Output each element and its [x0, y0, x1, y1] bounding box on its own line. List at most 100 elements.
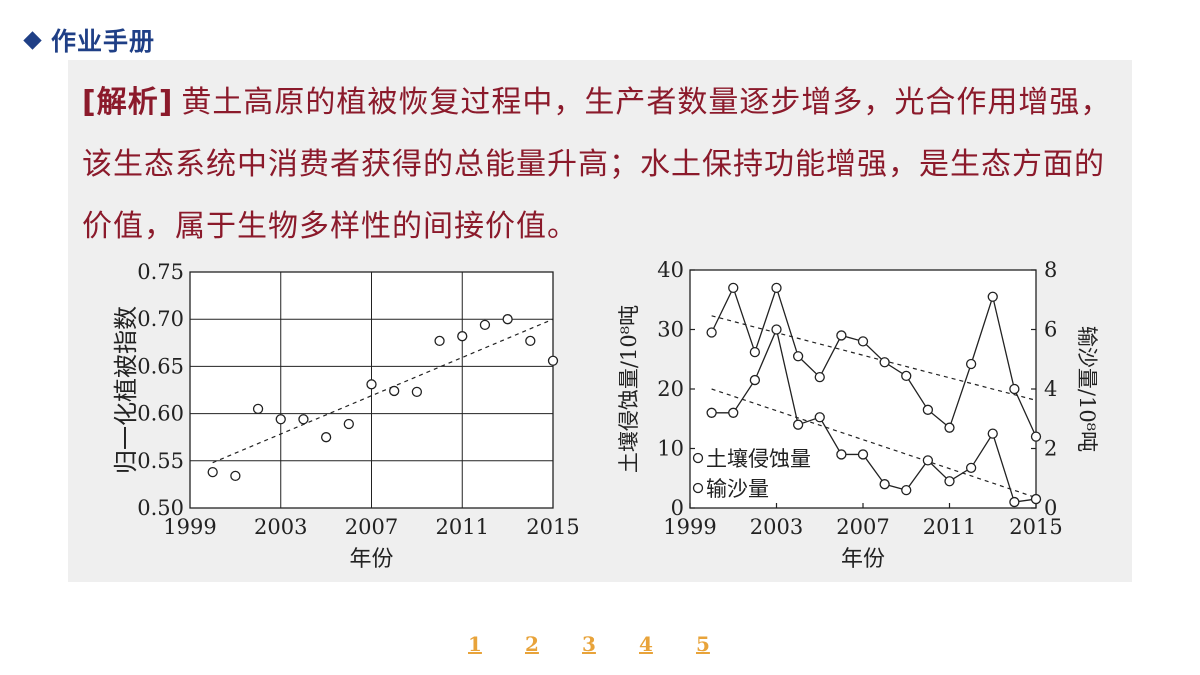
- data-point: [749, 346, 761, 358]
- legend-marker: [692, 452, 704, 464]
- y2-tick-label: 6: [1044, 318, 1057, 342]
- y2-tick-label: 8: [1044, 258, 1057, 282]
- y2-tick-label: 4: [1044, 377, 1057, 401]
- y2-tick-label: 2: [1044, 437, 1057, 461]
- diamond-bullet-icon: [23, 30, 42, 50]
- data-point: [792, 351, 804, 362]
- analysis-paragraph: [解析] 黄土高原的植被恢复过程中，生产者数量逐步增多，光合作用增强，该生态系统中…: [82, 72, 1122, 258]
- y-tick-label: 0.55: [137, 449, 184, 473]
- x-tick-label: 2015: [1009, 515, 1062, 539]
- data-point: [965, 358, 977, 370]
- x-tick-label: 2003: [254, 515, 307, 539]
- y-tick-label: 0.75: [137, 260, 184, 284]
- y-tick-label: 0.50: [137, 496, 184, 520]
- data-point: [298, 414, 309, 425]
- y-tick-label: 30: [657, 318, 684, 342]
- data-point: [987, 291, 998, 302]
- y-tick-label: 10: [657, 437, 684, 461]
- section-header: 作业手册: [22, 22, 155, 58]
- x-axis-label: 年份: [349, 547, 393, 572]
- data-point: [389, 385, 400, 397]
- x-tick-label: 1999: [163, 515, 216, 539]
- y-axis-label: 土壤侵蚀量/10⁸吨: [617, 305, 641, 473]
- analysis-tag: [解析]: [82, 85, 174, 120]
- y-tick-label: 0.60: [137, 402, 184, 426]
- data-point: [525, 335, 536, 347]
- x-tick-label: 2015: [526, 515, 578, 539]
- data-point: [1009, 496, 1020, 508]
- x-tick-label: 2007: [836, 515, 889, 539]
- data-point: [1030, 493, 1042, 505]
- x-axis-label: 年份: [841, 547, 885, 572]
- x-tick-label: 2007: [345, 515, 398, 539]
- data-point: [987, 428, 998, 439]
- vegetation-index-chart: 0.50 0.55 0.60 0.65 0.70 0.75 1999 2003 2007 2011…: [112, 260, 578, 572]
- data-point: [411, 386, 423, 398]
- data-point: [814, 371, 825, 383]
- page-link-4[interactable]: 4: [639, 632, 653, 656]
- analysis-text: 黄土高原的植被恢复过程中，生产者数量逐步增多，光合作用增强，该生态系统中消费者获…: [82, 85, 1112, 244]
- data-point: [857, 336, 869, 347]
- trendline: [711, 388, 1037, 499]
- data-point: [320, 432, 332, 443]
- data-point: [343, 418, 354, 430]
- x-tick-label: 2011: [436, 515, 489, 539]
- y-tick-label: 20: [657, 377, 684, 401]
- data-point: [547, 355, 559, 366]
- x-tick-label: 2003: [750, 515, 803, 539]
- plot-area: [689, 269, 1037, 509]
- data-point: [207, 466, 218, 478]
- y-tick-label: 0.70: [137, 307, 184, 331]
- pagination: 1 2 3 4 5: [0, 632, 1200, 662]
- data-point: [457, 331, 468, 342]
- data-point: [1030, 431, 1042, 442]
- data-point: [922, 404, 934, 415]
- data-point: [434, 335, 445, 347]
- data-point: [901, 484, 912, 496]
- data-point: [706, 407, 717, 418]
- data-point: [728, 282, 739, 294]
- data-point: [922, 455, 934, 466]
- trendline: [212, 318, 554, 464]
- data-point: [965, 462, 977, 473]
- section-title: 作业手册: [51, 27, 156, 56]
- page-link-2[interactable]: 2: [525, 632, 539, 656]
- data-point: [749, 374, 761, 386]
- page-link-3[interactable]: 3: [582, 632, 596, 656]
- data-point: [879, 357, 890, 368]
- x-tick-label: 2011: [923, 515, 976, 539]
- legend-label: 输沙量: [706, 477, 769, 501]
- data-point: [792, 419, 804, 430]
- y-tick-label: 0: [671, 496, 684, 520]
- series-line: [711, 285, 1037, 437]
- data-point: [230, 470, 241, 482]
- y-axis-label: 归一化植被指数: [112, 306, 140, 474]
- data-point: [879, 479, 890, 490]
- y2-axis-label: 输沙量/10⁸吨: [1075, 326, 1099, 452]
- series-line: [711, 327, 1037, 503]
- data-point: [252, 403, 264, 415]
- x-tick-label: 1999: [663, 515, 716, 539]
- data-point: [771, 324, 782, 335]
- y-tick-label: 40: [657, 258, 684, 282]
- y-tick-label: 0.65: [137, 354, 184, 378]
- legend-marker: [692, 482, 704, 494]
- page-link-5[interactable]: 5: [696, 632, 710, 656]
- data-point: [901, 370, 912, 382]
- data-point: [275, 414, 286, 425]
- legend-label: 土壤侵蚀量: [706, 447, 811, 471]
- data-point: [706, 327, 717, 338]
- data-point: [771, 282, 782, 294]
- page-link-1[interactable]: 1: [468, 632, 482, 656]
- data-point: [836, 449, 847, 460]
- data-point: [944, 476, 955, 487]
- data-point: [857, 449, 869, 460]
- data-point: [479, 319, 491, 331]
- data-point: [366, 379, 377, 390]
- data-point: [814, 412, 825, 423]
- data-point: [836, 330, 847, 341]
- data-point: [944, 422, 955, 433]
- data-point: [728, 407, 739, 418]
- data-point: [1009, 383, 1020, 395]
